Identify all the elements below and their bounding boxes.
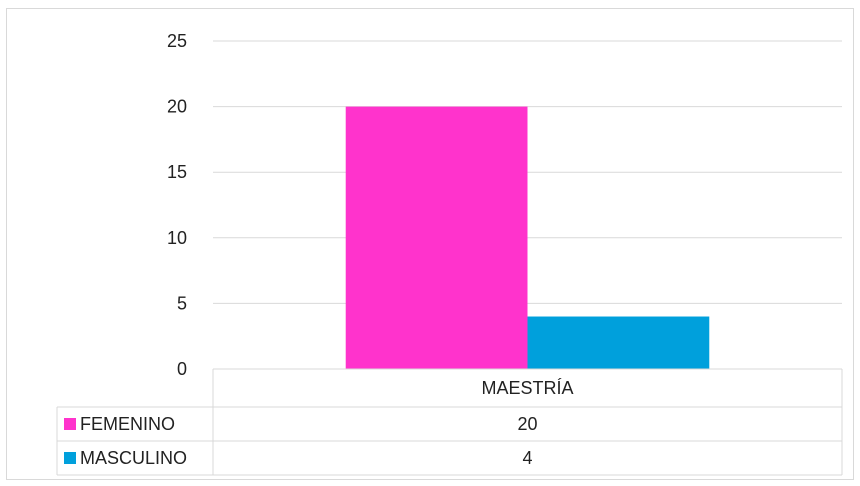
legend-key-masculino [64, 452, 76, 464]
y-tick-label: 20 [167, 97, 187, 117]
y-tick-label: 5 [177, 293, 187, 313]
y-tick-label: 10 [167, 228, 187, 248]
bar-femenino [345, 106, 528, 369]
bar-masculino [527, 316, 710, 369]
legend-label: FEMENINO [80, 414, 175, 434]
data-value: 20 [517, 414, 537, 434]
legend-key-femenino [64, 418, 76, 430]
category-label: MAESTRÍA [481, 378, 573, 398]
y-tick-label: 25 [167, 31, 187, 51]
legend-label: MASCULINO [80, 448, 187, 468]
y-tick-label: 15 [167, 162, 187, 182]
data-value: 4 [522, 448, 532, 468]
y-tick-label: 0 [177, 359, 187, 379]
